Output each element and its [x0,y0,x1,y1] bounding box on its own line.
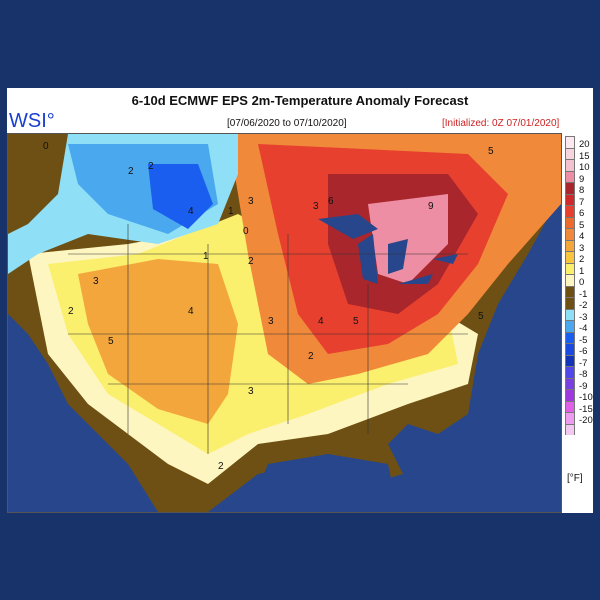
contour-label: 1 [228,206,234,217]
color-scale-swatch [565,320,575,332]
color-scale-label: 1 [579,265,585,277]
color-scale-swatch [565,182,575,194]
color-scale-swatch [565,297,575,309]
color-scale-swatch [565,170,575,182]
color-scale-label: -6 [579,346,588,357]
color-scale-label: 4 [579,231,585,242]
color-scale-swatch [565,389,575,401]
great-lakes [318,214,458,284]
contour-label: 2 [68,306,74,317]
brown-band-west [8,134,68,234]
map-title: 6-10d ECMWF EPS 2m-Temperature Anomaly F… [131,93,469,108]
temperature-anomaly-map: 0 2 2 3 1 2 4 1 0 3 2 3 6 9 5 4 3 5 4 5 [7,133,562,513]
color-scale-label: 0 [579,277,585,288]
contour-label: 4 [188,206,194,217]
color-scale-label: -8 [579,369,588,380]
color-scale-label: -20 [579,415,593,426]
anomaly-dark-blue [148,164,213,229]
contour-label: 9 [428,201,434,212]
anomaly-orange-west [78,259,238,424]
contour-label: 0 [43,141,49,152]
color-scale-swatch [565,228,575,240]
color-scale-label: -7 [579,357,588,369]
initialized-time: [Initialized: 0Z 07/01/2020] [442,118,560,129]
color-scale-swatch [565,285,575,297]
contour-label: 2 [128,166,134,177]
color-scale-label: 7 [579,196,585,208]
color-scale-swatch [565,136,575,148]
color-scale-swatch [565,412,575,424]
contour-label: 3 [248,196,254,207]
color-scale-swatch [565,423,575,435]
unit-label: [°F] [567,473,583,484]
forecast-panel: 6-10d ECMWF EPS 2m-Temperature Anomaly F… [7,88,593,513]
color-scale-label: -10 [579,392,593,403]
forecast-date-range: [07/06/2020 to 07/10/2020] [227,118,347,129]
contour-label: 3 [268,316,274,327]
color-scale-label: 20 [579,139,590,150]
contour-label: 2 [308,351,314,362]
color-scale-labels: 20 15 10 9 8 7 6 5 4 3 2 1 0 -1 -2 -3 -4 -5 -6 -7 -8 -9 -10 -15… [579,139,593,427]
color-scale-label: 9 [579,173,585,185]
color-scale-swatch [565,274,575,286]
contour-label: 2 [218,461,224,472]
color-scale-swatch [565,343,575,355]
color-scale-label: 5 [579,219,585,231]
contour-label: 4 [318,316,324,327]
color-scale-swatch [565,262,575,274]
color-scale-swatch [565,366,575,378]
contour-label: 5 [108,336,114,347]
color-scale-swatch [565,377,575,389]
color-scale-label: -2 [579,300,588,311]
color-scale-swatch [565,331,575,343]
state-borders [68,224,468,454]
color-scale-label: -15 [579,403,593,415]
color-scale-label: -5 [579,334,588,346]
contour-label: 3 [93,276,99,287]
contour-label: 2 [148,161,154,172]
color-scale-label: 6 [579,208,585,219]
color-scale-swatch [565,159,575,171]
color-scale-label: -9 [579,380,588,392]
color-scale-label: 8 [579,185,585,196]
color-scale-label: 10 [579,162,590,173]
contour-label: 3 [313,201,319,212]
color-scale-bar [565,136,575,435]
color-scale-label: 15 [579,150,590,162]
color-scale-swatch [565,400,575,412]
contour-label: 1 [203,251,209,262]
color-scale-label: -4 [579,323,588,334]
contour-label: 5 [488,146,494,157]
color-scale-swatch [565,216,575,228]
wsi-logo: WSI° [9,110,55,132]
color-scale-swatch [565,239,575,251]
color-scale-swatch [565,193,575,205]
color-scale-label: -3 [579,311,588,323]
color-scale-swatch [565,147,575,159]
contour-label: 4 [188,306,194,317]
color-scale-swatch [565,205,575,217]
map-svg: 0 2 2 3 1 2 4 1 0 3 2 3 6 9 5 4 3 5 4 5 [8,134,561,512]
contour-label: 5 [353,316,359,327]
color-scale-swatch [565,308,575,320]
contour-label: 6 [328,196,334,207]
contour-labels: 0 2 2 3 1 2 4 1 0 3 2 3 6 9 5 4 3 5 4 5 [43,141,494,472]
color-scale-swatch [565,354,575,366]
contour-label: 5 [478,311,484,322]
contour-label: 2 [248,256,254,267]
color-scale-swatch [565,251,575,263]
gulf-of-mexico [248,454,398,512]
color-scale-label: 3 [579,242,585,254]
contour-label: 0 [243,226,249,237]
contour-label: 3 [248,386,254,397]
color-scale-label: 2 [579,254,585,265]
color-scale-label: -1 [579,288,588,300]
